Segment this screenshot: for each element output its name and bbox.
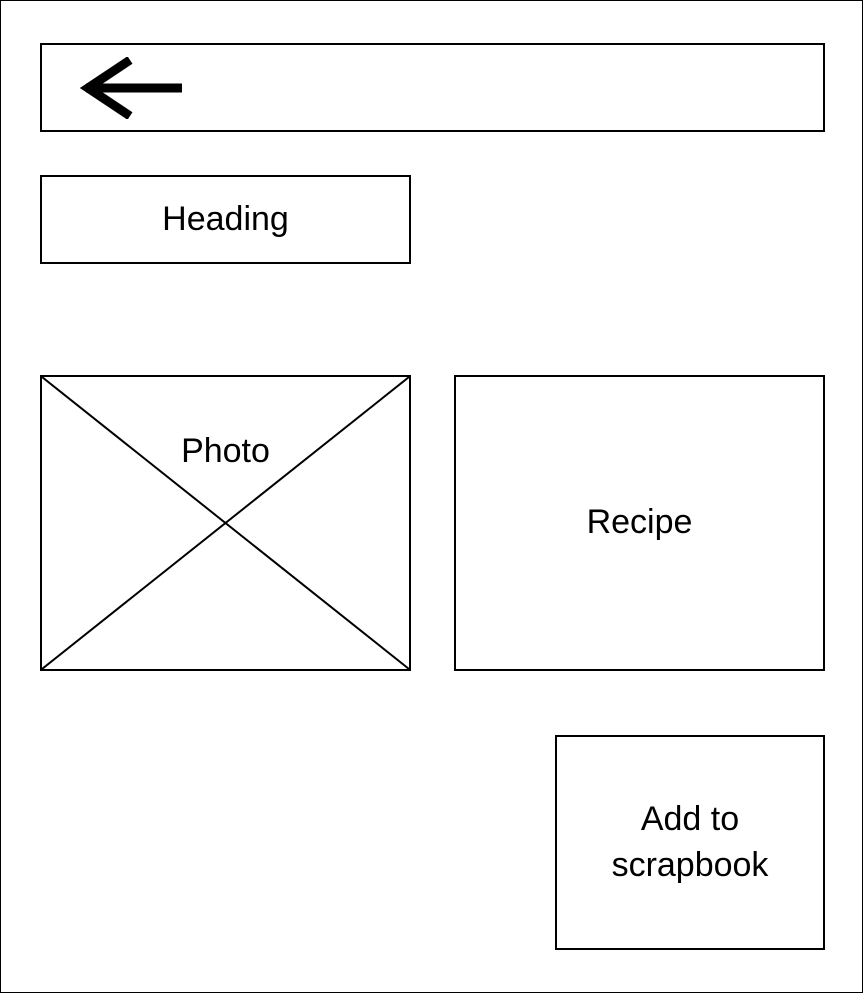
photo-placeholder: Photo <box>40 375 411 671</box>
back-button[interactable] <box>79 56 184 120</box>
add-to-scrapbook-line1: Add to <box>640 799 740 838</box>
recipe-box: Recipe <box>454 375 825 671</box>
arrow-left-icon <box>79 56 182 120</box>
heading-label: Heading <box>162 199 289 238</box>
add-to-scrapbook-line2: scrapbook <box>611 845 769 884</box>
recipe-label: Recipe <box>586 503 693 542</box>
heading-box: Heading <box>40 175 411 264</box>
image-placeholder-icon <box>42 377 409 669</box>
add-to-scrapbook-label: Add to scrapbook <box>612 797 769 889</box>
header-bar <box>40 43 825 132</box>
photo-label: Photo <box>181 432 270 470</box>
add-to-scrapbook-button[interactable]: Add to scrapbook <box>555 735 825 950</box>
